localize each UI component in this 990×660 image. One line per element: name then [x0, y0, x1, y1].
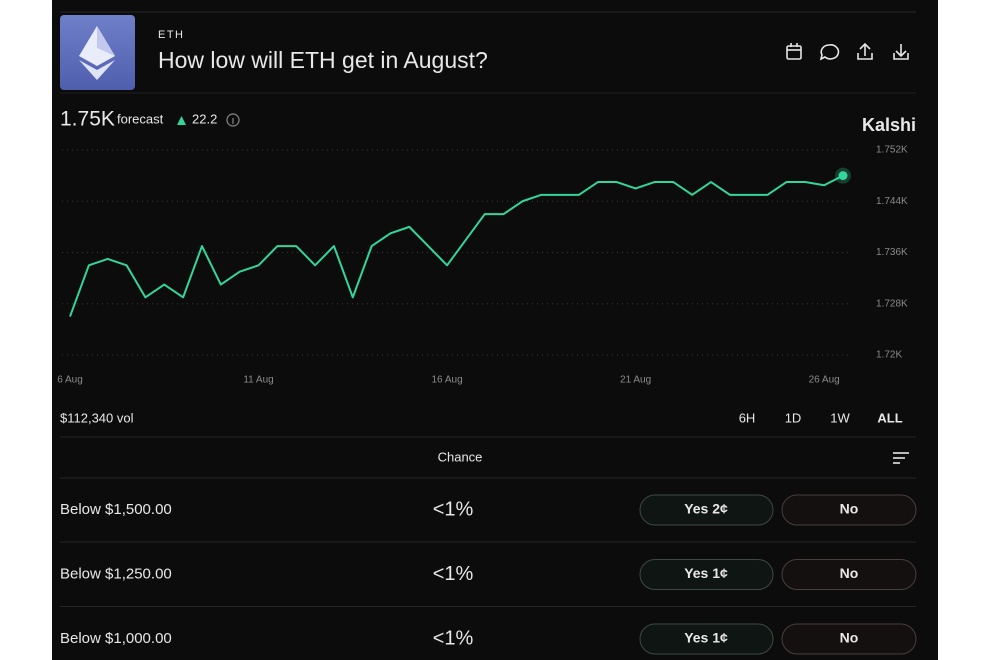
no-button[interactable]	[781, 559, 917, 590]
last-point	[838, 171, 848, 181]
volume: $112,340 vol	[60, 410, 134, 425]
row-chance: <1%	[433, 498, 474, 520]
panel	[52, 0, 938, 660]
no-label: No	[840, 565, 859, 581]
yes-button[interactable]	[639, 559, 774, 590]
no-button[interactable]	[781, 494, 917, 526]
brand: Kalshi	[862, 115, 916, 135]
range-button[interactable]: ALL	[877, 410, 902, 425]
column-header: Chance	[438, 449, 483, 464]
row-label: Below $1,500.00	[60, 501, 172, 518]
no-button[interactable]	[781, 623, 917, 655]
title: How low will ETH get in August?	[158, 47, 488, 73]
y-tick-label: 1.744K	[876, 196, 908, 207]
info-icon[interactable]	[226, 113, 240, 127]
x-tick-label: 26 Aug	[809, 375, 840, 386]
yes-label: Yes 1¢	[684, 630, 728, 646]
y-tick-label: 1.728K	[876, 298, 908, 309]
row-label: Below $1,250.00	[60, 565, 172, 582]
row-label: Below $1,000.00	[60, 630, 172, 647]
price-line	[69, 174, 844, 317]
no-label: No	[840, 501, 859, 517]
yes-button[interactable]	[639, 494, 774, 526]
no-label: No	[840, 630, 859, 646]
forecast-change: 22.2	[192, 111, 217, 126]
header-icons[interactable]	[786, 42, 909, 61]
up-arrow	[177, 116, 186, 125]
range-button[interactable]: 1W	[830, 410, 850, 425]
x-tick-label: 11 Aug	[243, 375, 273, 386]
sort-icon[interactable]	[893, 452, 909, 464]
range-button[interactable]: 6H	[739, 410, 756, 425]
ticker: ETH	[158, 29, 185, 41]
forecast-value: 1.75K	[60, 108, 115, 131]
yes-label: Yes 2¢	[684, 501, 728, 517]
range-button[interactable]: 1D	[785, 410, 802, 425]
x-tick-label: 21 Aug	[620, 375, 651, 386]
y-tick-label: 1.736K	[876, 247, 908, 258]
x-tick-label: 16 Aug	[431, 375, 462, 386]
eth-logo	[79, 26, 115, 80]
y-tick-label: 1.752K	[876, 145, 908, 156]
yes-button[interactable]	[639, 623, 774, 655]
row-chance: <1%	[433, 563, 474, 585]
row-chance: <1%	[433, 627, 474, 649]
yes-label: Yes 1¢	[684, 565, 728, 581]
forecast-label: forecast	[117, 111, 164, 126]
y-tick-label: 1.72K	[876, 350, 902, 361]
x-tick-label: 6 Aug	[57, 375, 83, 386]
